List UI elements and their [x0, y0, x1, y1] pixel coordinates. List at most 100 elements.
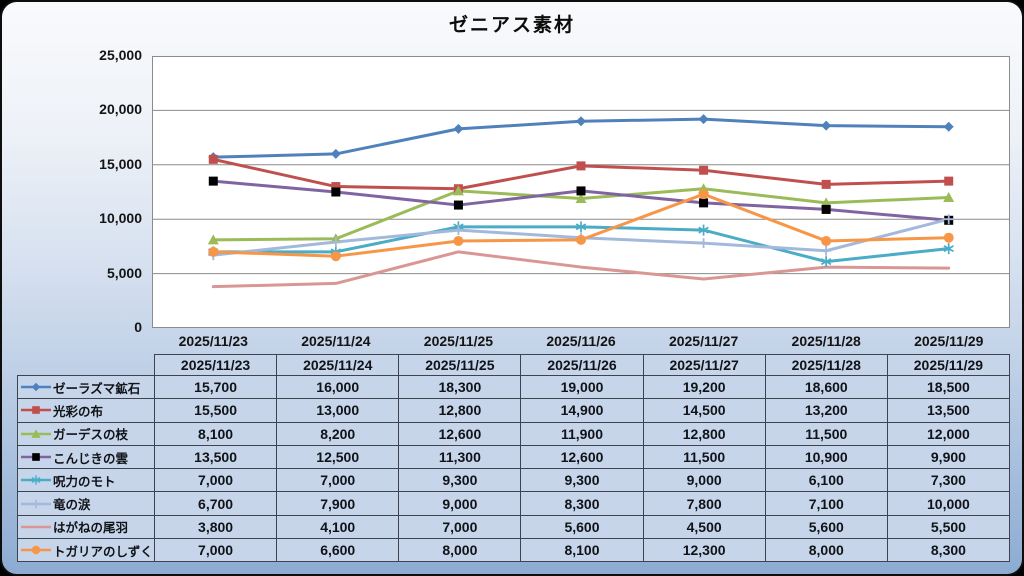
x-tick-label: 2025/11/27 — [668, 333, 739, 349]
value-cell: 9,900 — [886, 444, 1011, 470]
legend-cell: 竜の涙 — [17, 491, 155, 516]
value-cell: 11,500 — [642, 444, 766, 470]
value-cell: 8,000 — [764, 538, 888, 563]
legend-cell: ゼーラズマ鉱石 — [17, 374, 155, 400]
value-cell: 10,900 — [764, 444, 888, 470]
column-header: 2025/11/27 — [642, 354, 766, 376]
y-tick-label: 0 — [134, 319, 142, 335]
table-row: ガーデスの枝 8,100 8,200 12,600 11,900 12,800 11,500… — [17, 421, 1011, 446]
column-header: 2025/11/23 — [153, 354, 278, 376]
value-cell: 18,600 — [764, 374, 888, 400]
legend-cell: トガリアのしずく — [17, 538, 155, 563]
series-name: トガリアのしずく — [53, 544, 153, 559]
series-marker-icon — [21, 545, 51, 555]
value-cell: 8,100 — [153, 421, 278, 446]
value-cell: 14,500 — [642, 398, 766, 423]
value-cell: 9,300 — [520, 468, 644, 493]
value-cell: 7,900 — [276, 491, 400, 516]
value-cell: 13,200 — [764, 398, 888, 423]
value-cell: 6,100 — [764, 468, 888, 493]
value-cell: 5,600 — [764, 514, 888, 540]
table-row: 竜の涙 6,700 7,900 9,000 8,300 7,800 7,100 10,000 — [17, 491, 1011, 516]
value-cell: 12,800 — [398, 398, 522, 423]
value-cell: 12,300 — [642, 538, 766, 563]
series-marker-icon — [21, 453, 51, 461]
x-tick-label: 2025/11/24 — [301, 333, 371, 349]
value-cell: 13,500 — [886, 398, 1011, 423]
legend-item: はがねの尾羽 — [21, 517, 154, 536]
value-cell: 6,600 — [276, 538, 400, 563]
data-table: 2025/11/23 2025/11/24 2025/11/25 2025/11/26… — [17, 354, 1011, 563]
value-cell: 15,500 — [153, 398, 278, 423]
plot-area — [152, 56, 1010, 328]
value-cell: 9,300 — [398, 468, 522, 493]
legend-cell: 光彩の布 — [17, 398, 155, 423]
legend-cell: ガーデスの枝 — [17, 421, 155, 446]
value-cell: 4,100 — [276, 514, 400, 540]
value-cell: 6,700 — [153, 491, 278, 516]
value-cell: 19,000 — [520, 374, 644, 400]
legend-item: こんじきの雲 — [21, 448, 154, 467]
value-cell: 7,000 — [276, 468, 400, 493]
value-cell: 5,600 — [520, 514, 644, 540]
table-row: はがねの尾羽 3,800 4,100 7,000 5,600 4,500 5,600 5,50… — [17, 514, 1011, 540]
series-name: ゼーラズマ鉱石 — [53, 381, 141, 396]
x-tick-label: 2025/11/29 — [914, 333, 984, 349]
value-cell: 12,500 — [276, 444, 400, 470]
value-cell: 13,000 — [276, 398, 400, 423]
value-cell: 7,300 — [886, 468, 1011, 493]
value-cell: 18,300 — [398, 374, 522, 400]
y-tick-label: 15,000 — [99, 155, 142, 172]
value-cell: 8,000 — [398, 538, 522, 563]
table-row: ゼーラズマ鉱石 15,700 16,000 18,300 19,000 19,200 18,… — [17, 374, 1011, 400]
value-cell: 12,600 — [398, 421, 522, 446]
value-cell: 8,300 — [520, 491, 644, 516]
chart-title: ゼニアス素材 — [448, 15, 575, 36]
value-cell: 10,000 — [886, 491, 1011, 516]
value-cell: 12,600 — [520, 444, 644, 470]
value-cell: 8,300 — [886, 538, 1011, 563]
table-row: 光彩の布 15,500 13,000 12,800 14,900 14,500 13,200… — [17, 398, 1011, 423]
value-cell: 8,200 — [276, 421, 400, 446]
x-tick-label: 2025/11/28 — [791, 333, 861, 349]
series-marker-icon — [21, 475, 51, 486]
legend-cell: はがねの尾羽 — [17, 514, 155, 540]
y-tick-label: 20,000 — [99, 101, 142, 118]
value-cell: 5,500 — [886, 514, 1011, 540]
legend-item: 呪力のモト — [21, 471, 154, 490]
series-marker-icon — [21, 429, 51, 438]
column-header: 2025/11/26 — [520, 354, 644, 376]
column-header: 2025/11/29 — [886, 354, 1011, 376]
legend-item: ガーデスの枝 — [21, 424, 154, 443]
table-header-row: 2025/11/23 2025/11/24 2025/11/25 2025/11/26… — [18, 354, 1011, 376]
x-tick-label: 2025/11/25 — [423, 333, 494, 349]
table-row: 呪力のモト 7,000 7,000 9,300 9,300 9,000 6,100 7,300 — [17, 468, 1011, 493]
value-cell: 19,200 — [642, 374, 766, 400]
table-row: トガリアのしずく 7,000 6,600 8,000 8,100 12,300 8,000 8… — [17, 538, 1011, 563]
value-cell: 13,500 — [153, 444, 278, 470]
series-marker-icon — [21, 382, 51, 392]
x-axis: 2025/11/23 2025/11/24 2025/11/25 2025/11/26… — [152, 333, 1010, 353]
value-cell: 14,900 — [520, 398, 644, 423]
value-cell: 11,500 — [764, 421, 888, 446]
legend-item: 光彩の布 — [21, 401, 154, 420]
series-name: ガーデスの枝 — [53, 428, 129, 443]
value-cell: 18,500 — [886, 374, 1011, 400]
series-name: 呪力のモト — [53, 474, 116, 489]
value-cell: 8,100 — [520, 538, 644, 563]
table-row: こんじきの雲 13,500 12,500 11,300 12,600 11,500 10,9… — [17, 444, 1011, 470]
series-name: 光彩の布 — [53, 404, 104, 419]
series-marker-icon — [21, 499, 51, 508]
value-cell: 3,800 — [153, 514, 278, 540]
y-tick-label: 25,000 — [99, 47, 142, 63]
series-name: はがねの尾羽 — [53, 521, 129, 536]
x-tick-label: 2025/11/26 — [546, 333, 616, 349]
legend-item: ゼーラズマ鉱石 — [21, 378, 154, 397]
value-cell: 15,700 — [153, 374, 278, 400]
series-name: 竜の涙 — [53, 498, 91, 513]
x-tick-label: 2025/11/23 — [178, 333, 248, 349]
value-cell: 12,000 — [886, 421, 1011, 446]
legend-cell: 呪力のモト — [17, 468, 155, 493]
value-cell: 4,500 — [642, 514, 766, 540]
